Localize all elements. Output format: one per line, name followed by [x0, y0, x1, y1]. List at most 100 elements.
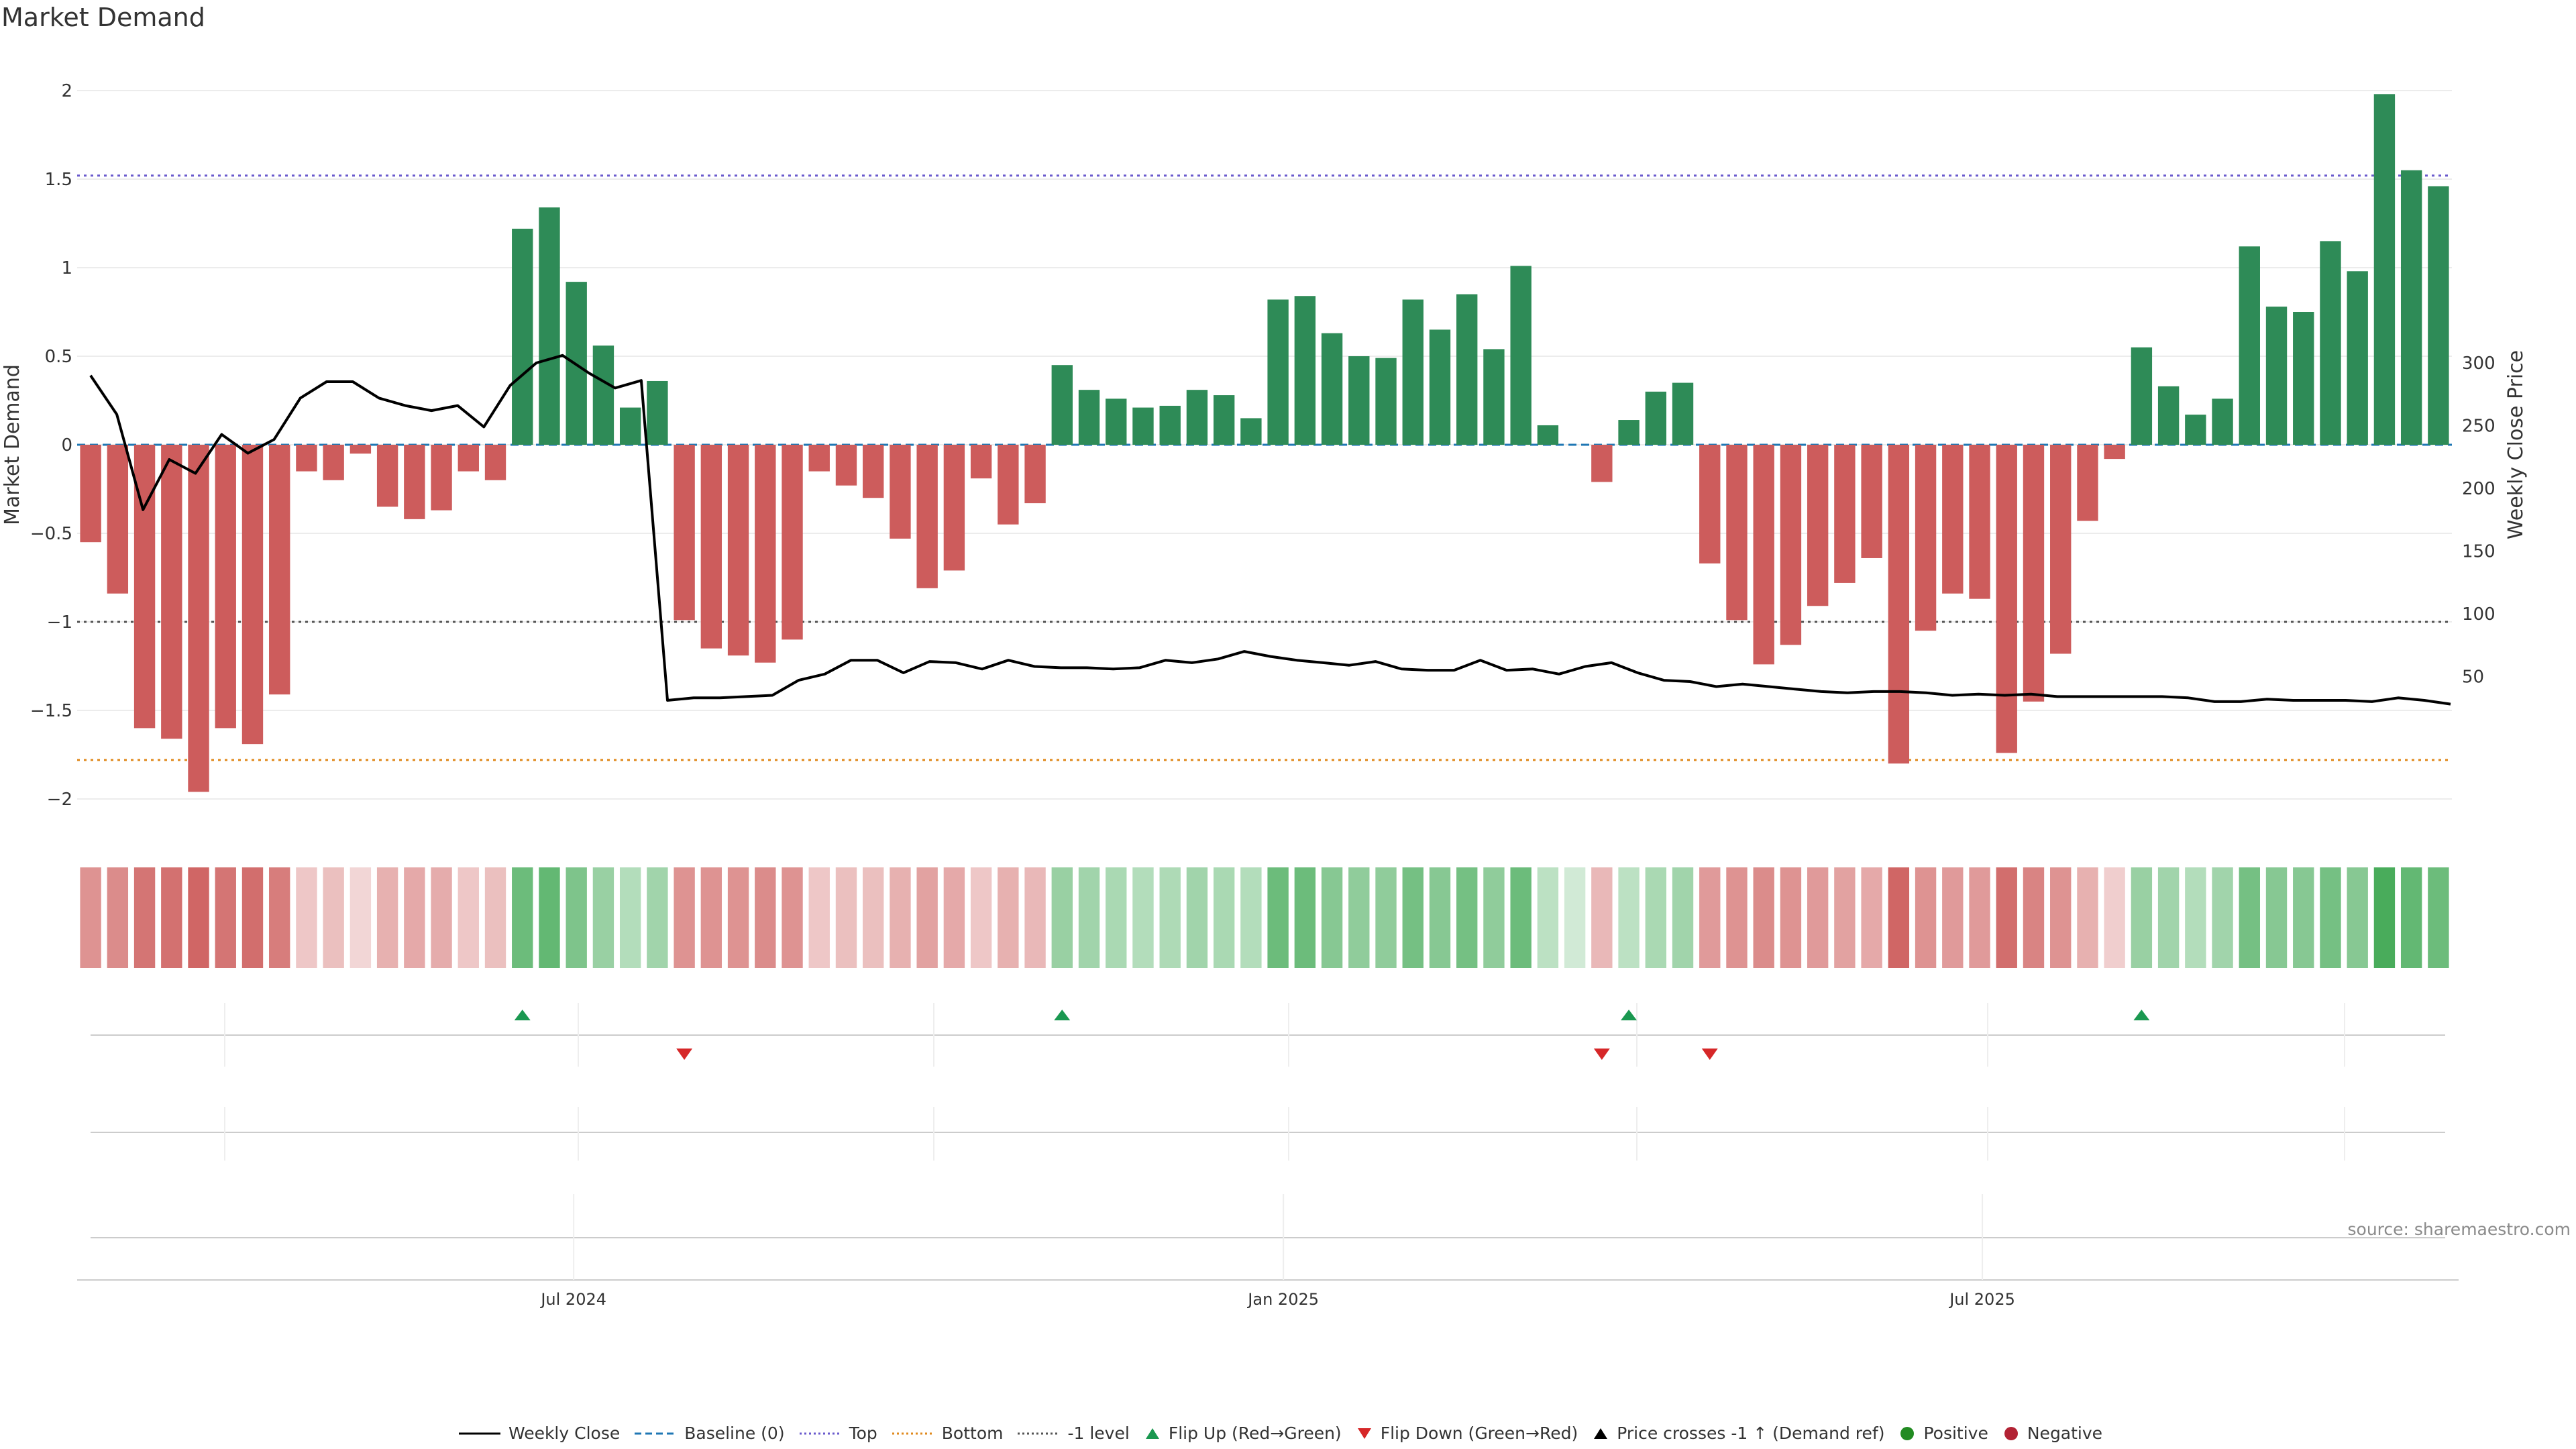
strip-cell	[1969, 867, 1990, 968]
flip-down-marker	[676, 1049, 693, 1060]
demand-bar	[1888, 445, 1910, 764]
legend-item: Bottom	[892, 1424, 1003, 1443]
demand-bar	[1132, 407, 1154, 445]
demand-bar	[2373, 94, 2396, 445]
demand-bar	[1348, 356, 1370, 445]
strip-cell	[350, 867, 372, 968]
strip-cell	[970, 867, 992, 968]
strip-cell	[269, 867, 290, 968]
y-tick-label: −1.5	[30, 701, 72, 721]
strip-cell	[1753, 867, 1774, 968]
strip-cell	[619, 867, 641, 968]
legend-swatch	[2004, 1426, 2018, 1440]
strip-cell	[1213, 867, 1235, 968]
y2-tick-label: 250	[2462, 417, 2496, 437]
strip-cell	[1807, 867, 1829, 968]
strip-cell	[1510, 867, 1532, 968]
strip-cell	[566, 867, 587, 968]
demand-bar	[539, 207, 560, 445]
strip-cell	[1591, 867, 1613, 968]
y-tick-label: 2	[61, 81, 72, 101]
strip-cell	[296, 867, 317, 968]
demand-bar	[241, 445, 264, 745]
strip-cell	[1294, 867, 1316, 968]
strip-cell	[1051, 867, 1073, 968]
y2-tick-label: 50	[2462, 667, 2484, 688]
demand-bar	[1240, 418, 1262, 445]
demand-bar	[970, 445, 992, 479]
y-tick-label: 0.5	[45, 347, 72, 367]
legend-item: Flip Up (Red→Green)	[1144, 1424, 1342, 1443]
demand-bar	[1267, 299, 1289, 445]
demand-bar	[1321, 333, 1343, 445]
strip-cell	[133, 867, 156, 968]
legend-swatch	[799, 1432, 841, 1434]
strip-cell	[1267, 867, 1289, 968]
strip-cell	[943, 867, 965, 968]
strip-cell	[1942, 867, 1964, 968]
strip-cell	[1159, 867, 1181, 968]
strip-cell	[1024, 867, 1046, 968]
strip-cell	[2373, 867, 2396, 968]
strip-cell	[1456, 867, 1478, 968]
strip-cell	[2428, 867, 2449, 968]
strip-cell	[404, 867, 425, 968]
demand-bar	[1942, 445, 1964, 594]
legend-swatch	[1594, 1428, 1608, 1439]
x-tick-label: Jul 2024	[539, 1290, 606, 1309]
demand-bar	[835, 445, 857, 486]
legend-label: -1 level	[1067, 1424, 1130, 1443]
strip-cell	[1132, 867, 1154, 968]
legend-item: Price crosses -1 ↑ (Demand ref)	[1593, 1424, 1884, 1443]
demand-bar	[2157, 386, 2180, 445]
demand-bar	[269, 445, 290, 695]
strip-cell	[539, 867, 560, 968]
y2-tick-label: 200	[2462, 479, 2496, 499]
demand-bar	[1672, 382, 1694, 445]
strip-cell	[700, 867, 722, 968]
strip-cell	[1078, 867, 1100, 968]
demand-bar	[1186, 390, 1208, 445]
demand-bar	[619, 407, 641, 445]
demand-bar	[1780, 445, 1802, 645]
strip-cell	[323, 867, 344, 968]
flip-up-marker	[2133, 1010, 2150, 1020]
strip-cell	[1861, 867, 1882, 968]
strip-cell	[1348, 867, 1370, 968]
legend-swatch	[892, 1432, 934, 1434]
strip-cell	[727, 867, 749, 968]
y-tick-label: 1	[61, 258, 72, 278]
legend-label: Flip Down (Green→Red)	[1380, 1424, 1578, 1443]
strip-cell	[808, 867, 830, 968]
strip-cell	[647, 867, 668, 968]
demand-bar	[1996, 445, 2017, 753]
demand-bar	[1051, 365, 1073, 445]
demand-bar	[80, 445, 101, 543]
demand-bar	[2320, 241, 2341, 445]
flip-down-marker	[1593, 1049, 1610, 1060]
demand-bar	[1078, 390, 1100, 445]
demand-bar	[1483, 349, 1505, 445]
strip-cell	[2077, 867, 2098, 968]
strip-cell	[592, 867, 614, 968]
demand-bar	[1537, 425, 1559, 445]
strip-cell	[161, 867, 182, 968]
demand-bar	[1024, 445, 1046, 504]
strip-cell	[674, 867, 695, 968]
strip-cell	[1645, 867, 1666, 968]
strip-cell	[1915, 867, 1937, 968]
strip-cell	[1996, 867, 2017, 968]
strip-cell	[2131, 867, 2153, 968]
strip-cell	[80, 867, 101, 968]
legend-label: Baseline (0)	[684, 1424, 785, 1443]
y-tick-label: 1.5	[45, 170, 72, 190]
demand-bar	[215, 445, 236, 729]
legend: Weekly Close Baseline (0) Top Bottom -1 leve…	[0, 1424, 2576, 1443]
strip-cell	[782, 867, 803, 968]
strip-cell	[1888, 867, 1910, 968]
strip-cell	[1375, 867, 1397, 968]
legend-swatch	[458, 1432, 500, 1434]
legend-item: Weekly Close	[458, 1424, 620, 1443]
demand-bar	[2131, 347, 2153, 445]
demand-bar	[998, 445, 1019, 525]
